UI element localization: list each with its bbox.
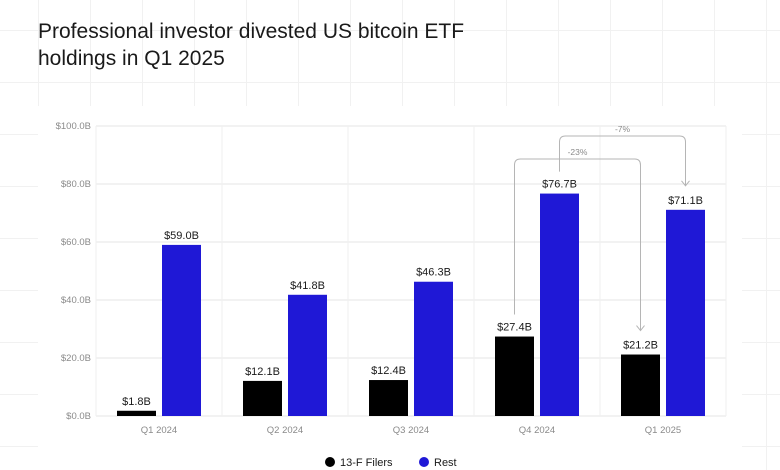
bar-rest bbox=[540, 193, 579, 416]
bar-13f-filers bbox=[117, 410, 156, 416]
bar-rest bbox=[666, 209, 705, 416]
bar-13f-filers bbox=[495, 336, 534, 416]
data-label: $46.3B bbox=[416, 267, 451, 279]
x-tick-label: Q1 2025 bbox=[645, 425, 681, 436]
bar-chart: $0.0B $20.0B $40.0B $60.0B $80.0B $100.0B $1.8… bbox=[56, 121, 727, 469]
legend-marker bbox=[419, 457, 429, 467]
legend-label: 13-F Filers bbox=[340, 457, 393, 469]
y-tick-label: $80.0B bbox=[61, 179, 91, 190]
x-tick-label: Q3 2024 bbox=[393, 425, 429, 436]
y-tick-label: $20.0B bbox=[61, 353, 91, 364]
data-label: $59.0B bbox=[164, 230, 199, 242]
legend-marker bbox=[325, 457, 335, 467]
x-tick-label: Q2 2024 bbox=[267, 425, 303, 436]
x-tick-label: Q4 2024 bbox=[519, 425, 555, 436]
x-tick-label: Q1 2024 bbox=[141, 425, 177, 436]
y-tick-label: $60.0B bbox=[61, 237, 91, 248]
data-label: $1.8B bbox=[122, 396, 151, 408]
annotation-13f-change bbox=[514, 158, 641, 331]
arrow-head-icon bbox=[681, 180, 690, 187]
change-label: -23% bbox=[568, 147, 588, 157]
bar-rest bbox=[288, 294, 327, 416]
data-label: $71.1B bbox=[668, 195, 703, 207]
data-label: $12.1B bbox=[245, 366, 280, 378]
data-label: $12.4B bbox=[371, 365, 406, 377]
arrow-head-icon bbox=[636, 325, 645, 332]
y-tick-label: $40.0B bbox=[61, 295, 91, 306]
bar-13f-filers bbox=[243, 380, 282, 416]
data-label: $41.8B bbox=[290, 280, 325, 292]
chart-title: Professional investor divested US bitcoi… bbox=[38, 20, 465, 70]
y-tick-label: $100.0B bbox=[56, 121, 91, 132]
bar-rest bbox=[162, 244, 201, 416]
bar-rest bbox=[414, 281, 453, 416]
chart-card: $0.0B $20.0B $40.0B $60.0B $80.0B $100.0B $1.8… bbox=[38, 106, 742, 470]
bar-13f-filers bbox=[621, 354, 660, 416]
data-label: $27.4B bbox=[497, 322, 532, 334]
change-label: -7% bbox=[615, 124, 631, 134]
legend-label: Rest bbox=[434, 457, 457, 469]
y-tick-label: $0.0B bbox=[66, 411, 91, 422]
data-label: $76.7B bbox=[542, 179, 577, 191]
data-label: $21.2B bbox=[623, 340, 658, 352]
annotation-rest-change bbox=[559, 135, 686, 186]
bar-13f-filers bbox=[369, 380, 408, 416]
